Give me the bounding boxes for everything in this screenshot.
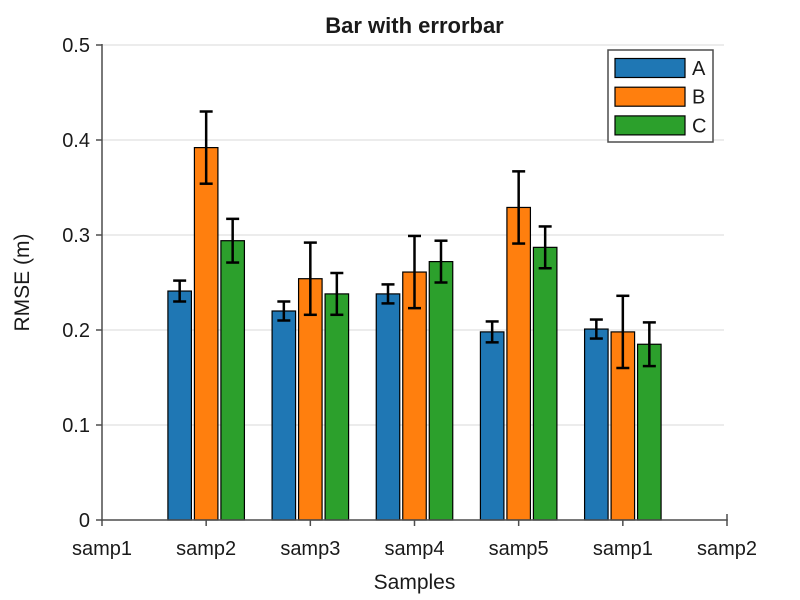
legend-label-b: B (692, 87, 705, 109)
y-tick-label: 0 (79, 510, 90, 532)
x-tick-label: samp2 (176, 538, 236, 560)
bar-a-samp4 (375, 293, 401, 521)
bar-c-samp5 (532, 246, 558, 521)
chart-title: Bar with errorbar (325, 13, 504, 38)
legend-swatch-a (614, 57, 686, 79)
bar-a-samp1 (583, 328, 609, 521)
y-tick-label: 0.3 (62, 225, 90, 247)
legend-swatch-b (614, 86, 686, 107)
legend-swatch-c (614, 115, 686, 136)
legend-label-c: C (692, 115, 706, 137)
bar-c-samp2 (220, 240, 246, 521)
x-tick-label: samp1 (593, 538, 653, 560)
legend-label-a: A (692, 58, 706, 80)
y-tick-label: 0.5 (62, 35, 90, 57)
bar-a-samp5 (479, 331, 505, 521)
bar-a-samp3 (271, 310, 297, 521)
x-tick-label: samp2 (697, 538, 757, 560)
bar-b-samp2 (193, 147, 219, 521)
x-axis-label: Samples (374, 571, 456, 594)
x-tick-label: samp5 (489, 538, 549, 560)
y-tick-label: 0.2 (62, 320, 90, 342)
bar-c-samp3 (324, 293, 350, 521)
x-tick-label: samp3 (280, 538, 340, 560)
bar-b-samp5 (506, 206, 532, 521)
y-tick-label: 0.4 (62, 130, 90, 152)
bar-c-samp4 (428, 261, 454, 521)
x-tick-label: samp1 (72, 538, 132, 560)
bar-a-samp2 (167, 290, 193, 521)
bar-c-samp1 (636, 343, 662, 521)
y-axis-label: RMSE (m) (11, 234, 34, 332)
x-tick-label: samp4 (384, 538, 444, 560)
y-tick-label: 0.1 (62, 415, 90, 437)
